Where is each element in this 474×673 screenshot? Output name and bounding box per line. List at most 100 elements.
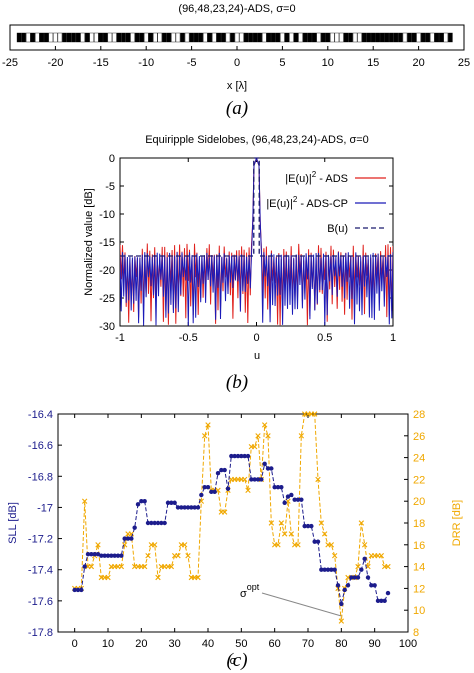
drr-point: [355, 563, 361, 570]
legend-label: |E(u)|2 - ADS: [285, 170, 348, 185]
array-element: [153, 32, 158, 43]
array-element: [62, 32, 67, 43]
sll-point: [189, 505, 194, 510]
array-element: [289, 32, 294, 43]
y-tick-label: -5: [105, 181, 115, 193]
array-element: [316, 32, 321, 43]
panel-c-y2-label: DRR [dB]: [451, 500, 463, 546]
y-tick-label: -10: [99, 209, 115, 221]
legend-label: |E(u)|2 - ADS-CP: [266, 195, 348, 210]
y-tick-label: -16.4: [28, 409, 53, 421]
array-element: [34, 32, 40, 43]
y-tick-label: -25: [99, 293, 115, 305]
x-tick-label: 30: [169, 638, 181, 650]
sll-point: [295, 497, 301, 502]
sll-point: [232, 453, 237, 459]
array-element: [148, 32, 153, 43]
annotation-sup: opt: [247, 582, 260, 592]
sll-point: [349, 575, 354, 580]
drr-point: [318, 520, 325, 526]
drr-point: [288, 531, 295, 537]
drr-point: [185, 553, 191, 559]
drr-point: [361, 542, 368, 548]
array-element: [80, 32, 85, 43]
sll-point: [265, 466, 271, 471]
array-element: [402, 32, 408, 43]
drr-point: [268, 520, 275, 526]
sll-point: [215, 470, 221, 476]
sll-point: [279, 484, 284, 490]
panel-c-series: [71, 411, 391, 624]
sll-point: [382, 598, 387, 604]
annotation-pointer: [261, 592, 342, 617]
array-element: [334, 32, 340, 43]
panel-b-y-label: Normalized value [dB]: [83, 188, 95, 296]
caption-b: (b): [226, 372, 248, 393]
array-element: [143, 32, 149, 43]
sll-point: [285, 494, 291, 499]
sll-point: [89, 551, 94, 557]
drr-point: [145, 553, 151, 559]
drr-point: [151, 542, 158, 548]
array-element: [98, 32, 104, 43]
array-element: [202, 32, 208, 43]
array-element: [398, 32, 403, 43]
x-tick-label: -0.5: [179, 332, 198, 344]
array-element: [94, 32, 99, 43]
array-element: [343, 32, 349, 43]
drr-point: [128, 531, 135, 537]
panel-a-x-ticks: -25 -20 -15 -10 -5 0 5 10 15 20 25: [2, 46, 470, 69]
caption-c-text: (c): [226, 650, 248, 671]
drr-point: [255, 433, 261, 439]
sll-point: [225, 486, 231, 491]
sll-point: [329, 567, 334, 572]
array-element: [321, 32, 326, 43]
sll-point: [105, 553, 111, 558]
array-element: [284, 32, 290, 43]
array-element: [280, 32, 285, 43]
array-element: [380, 32, 385, 43]
sll-point: [185, 505, 191, 510]
sll-point: [385, 590, 391, 596]
drr-point: [201, 433, 208, 439]
array-element: [434, 32, 440, 43]
x-tick-label: 10: [322, 57, 334, 69]
x-tick-label: 15: [367, 57, 379, 69]
array-element: [171, 32, 176, 43]
sll-point: [132, 525, 137, 530]
array-element: [293, 32, 299, 43]
panel-a: (96,48,23,24)-ADS, σ=0 -25 -20 -15 -10 -5 0 5 1…: [2, 3, 470, 119]
array-element: [225, 32, 231, 43]
drr-point: [241, 476, 248, 483]
sll-point: [219, 467, 224, 473]
sll-point: [365, 575, 371, 580]
array-element: [193, 32, 199, 43]
array-element: [411, 32, 417, 43]
sll-point: [292, 497, 297, 502]
sll-point: [379, 598, 384, 604]
legend-label: B(u): [327, 223, 348, 235]
array-element: [439, 32, 444, 43]
array-element: [425, 32, 430, 43]
array-element: [271, 32, 276, 43]
legend-label-tail: - ADS-CP: [297, 198, 348, 210]
drr-point: [155, 574, 161, 581]
array-element: [339, 32, 344, 43]
x-tick-label: 80: [335, 638, 347, 650]
array-element: [16, 32, 22, 43]
sll-point: [192, 505, 197, 510]
sll-point: [272, 484, 277, 490]
x-tick-label: -20: [47, 57, 63, 69]
sll-point: [212, 489, 217, 495]
array-element: [330, 32, 335, 43]
array-element: [384, 32, 390, 43]
drr-point: [278, 520, 285, 526]
drr-point: [295, 542, 301, 548]
x-tick-label: -1: [115, 332, 125, 344]
array-element: [162, 32, 167, 43]
drr-point: [95, 542, 101, 548]
array-element: [57, 32, 63, 43]
sll-point: [245, 453, 251, 459]
sll-point: [229, 453, 234, 459]
